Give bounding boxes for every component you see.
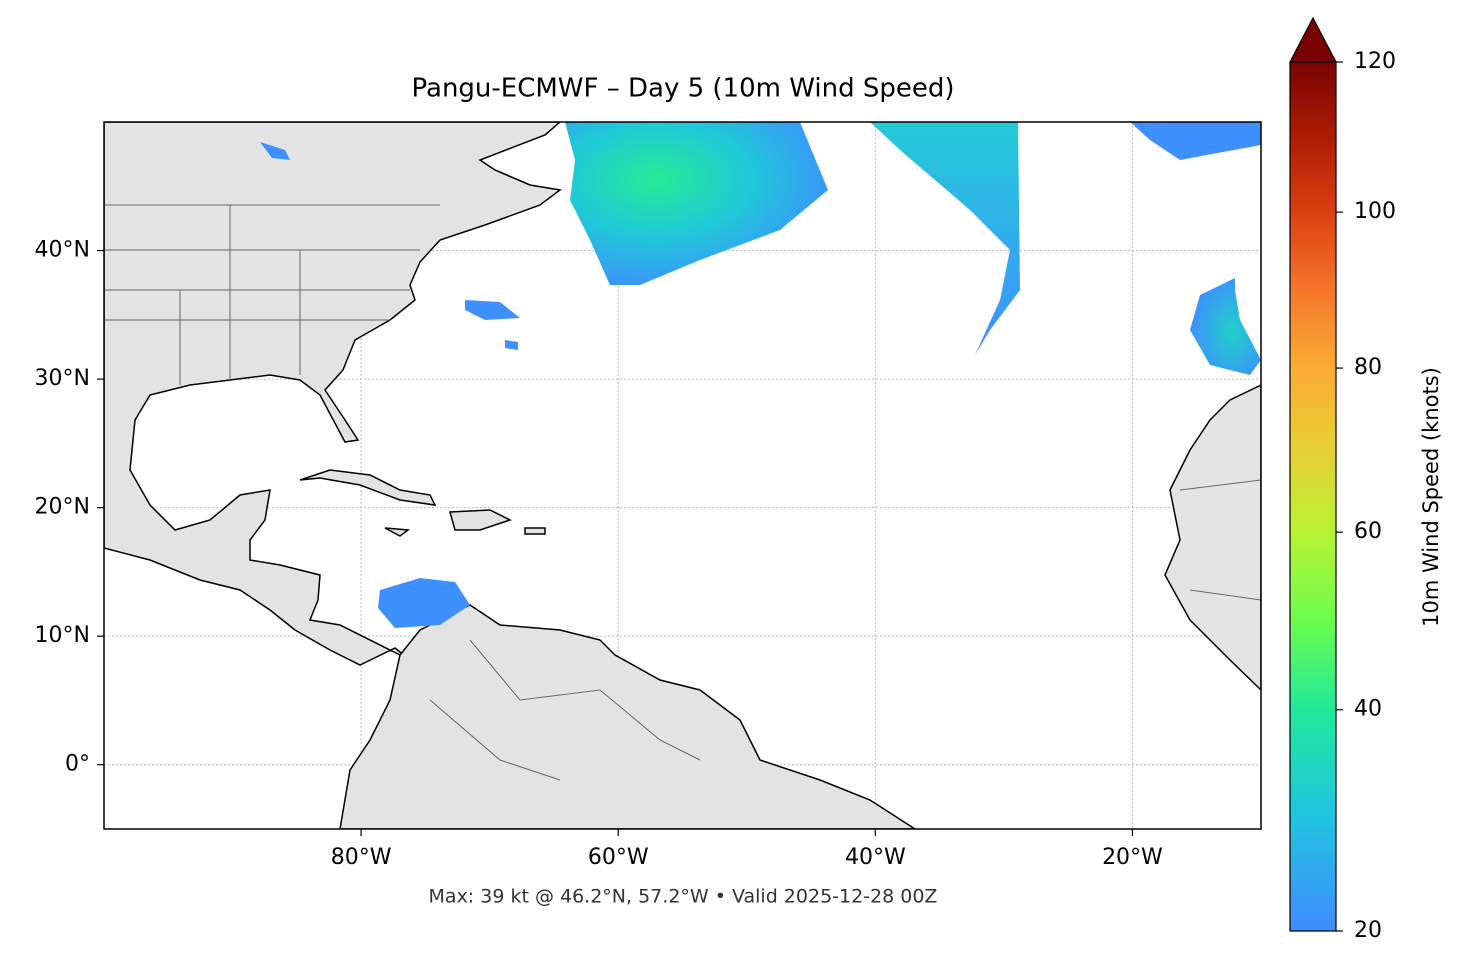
colorbar: 20 40 60 80 100 120 10m Wind Speed (knots) [1289,16,1443,943]
footer-note: Max: 39 kt @ 46.2°N, 57.2°W • Valid 2025… [429,886,938,908]
wind-field [260,122,1261,628]
x-tick-label: 80°W [331,845,392,870]
colorbar-label: 10m Wind Speed (knots) [1419,367,1443,627]
map-title: Pangu-ECMWF – Day 5 (10m Wind Speed) [412,74,955,104]
y-tick-label: 10°N [35,623,90,648]
x-tick-label: 40°W [845,845,906,870]
y-tick-label: 40°N [35,238,90,263]
colorbar-tick-label: 40 [1354,697,1382,722]
y-tick-label: 20°N [35,495,90,520]
map-frame [103,121,1262,830]
colorbar-tick-label: 80 [1354,355,1382,380]
x-tick-label: 20°W [1102,845,1163,870]
colorbar-fill [1290,62,1336,931]
colorbar-tick-label: 100 [1354,199,1396,224]
y-tick-label: 0° [65,752,90,777]
map-area [104,122,1261,829]
x-tick-label: 60°W [588,845,649,870]
y-tick-label: 30°N [35,366,90,391]
colorbar-tick-label: 120 [1354,49,1396,74]
colorbar-extend [1289,16,1337,63]
colorbar-tick-label: 20 [1354,918,1382,943]
colorbar-tick-label: 60 [1354,519,1382,544]
colorbar-frame [1289,61,1337,932]
